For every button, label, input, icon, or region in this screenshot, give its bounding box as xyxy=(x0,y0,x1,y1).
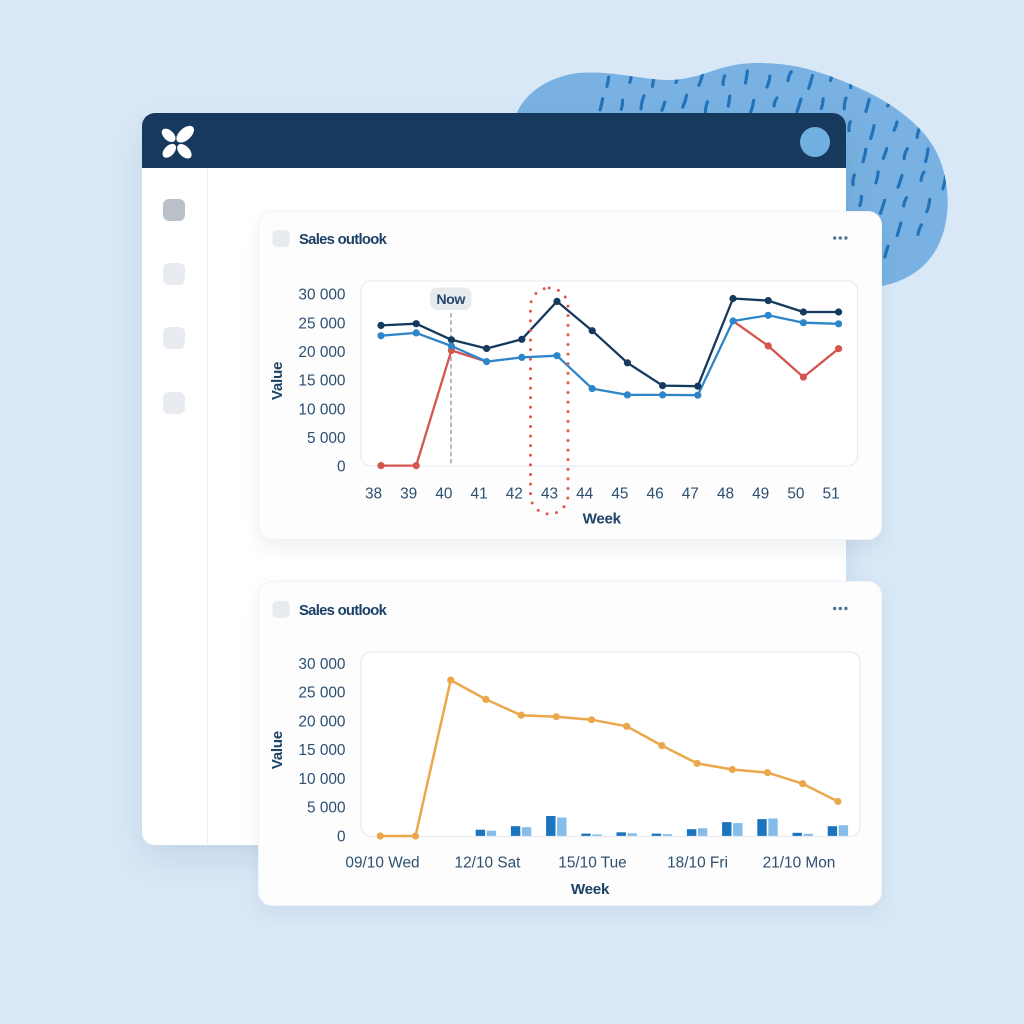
svg-text:15/10 Tue: 15/10 Tue xyxy=(558,855,626,872)
svg-text:Week: Week xyxy=(583,511,622,528)
svg-text:25 000: 25 000 xyxy=(298,685,345,702)
svg-text:Value: Value xyxy=(269,362,286,400)
svg-text:09/10 Wed: 09/10 Wed xyxy=(345,855,419,872)
svg-text:Sales outlook: Sales outlook xyxy=(299,232,388,248)
svg-text:50: 50 xyxy=(787,485,804,502)
svg-text:40: 40 xyxy=(435,485,452,502)
svg-text:43: 43 xyxy=(541,485,558,502)
svg-text:0: 0 xyxy=(337,829,346,846)
svg-text:30 000: 30 000 xyxy=(298,656,345,673)
svg-text:12/10 Sat: 12/10 Sat xyxy=(455,855,522,872)
svg-text:51: 51 xyxy=(823,485,840,502)
svg-text:41: 41 xyxy=(471,485,488,502)
svg-text:38: 38 xyxy=(365,485,382,502)
svg-text:10 000: 10 000 xyxy=(298,771,345,788)
svg-text:45: 45 xyxy=(611,485,628,502)
svg-text:46: 46 xyxy=(647,485,664,502)
svg-text:18/10 Fri: 18/10 Fri xyxy=(667,855,728,872)
svg-text:48: 48 xyxy=(717,485,734,502)
svg-text:49: 49 xyxy=(752,485,769,502)
svg-text:20 000: 20 000 xyxy=(298,344,345,361)
svg-text:5 000: 5 000 xyxy=(307,800,346,817)
svg-text:47: 47 xyxy=(682,485,699,502)
svg-text:15 000: 15 000 xyxy=(298,373,345,390)
svg-text:30 000: 30 000 xyxy=(298,287,345,304)
svg-text:21/10 Mon: 21/10 Mon xyxy=(763,855,836,872)
svg-text:10 000: 10 000 xyxy=(298,401,345,418)
svg-text:15 000: 15 000 xyxy=(298,742,345,759)
svg-text:Now: Now xyxy=(436,292,466,308)
svg-text:25 000: 25 000 xyxy=(298,315,345,332)
svg-text:Sales outlook: Sales outlook xyxy=(299,603,388,619)
svg-text:42: 42 xyxy=(506,485,523,502)
svg-text:Value: Value xyxy=(269,731,286,769)
svg-text:0: 0 xyxy=(337,459,346,476)
svg-text:5 000: 5 000 xyxy=(307,430,346,447)
svg-text:44: 44 xyxy=(576,485,594,502)
svg-text:39: 39 xyxy=(400,485,417,502)
svg-text:Week: Week xyxy=(571,881,610,898)
svg-text:20 000: 20 000 xyxy=(298,713,345,730)
